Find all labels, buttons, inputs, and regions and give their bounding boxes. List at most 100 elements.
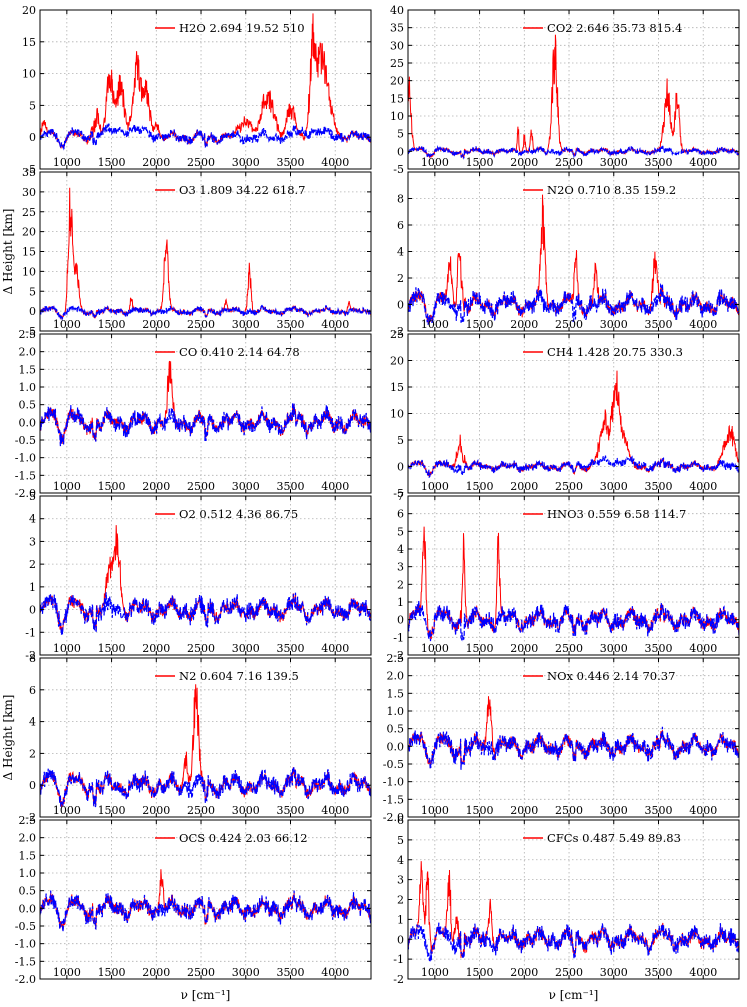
x-tick-label: 4000 <box>689 966 717 979</box>
y-tick-label: 6 <box>29 684 36 697</box>
x-tick-label: 3500 <box>276 156 304 169</box>
y-tick-label: 5 <box>397 128 404 141</box>
plot-frame <box>39 9 372 170</box>
y-tick-label: 0 <box>397 614 404 627</box>
x-tick-label: 1000 <box>421 804 449 817</box>
x-tick-label: 2000 <box>510 480 538 493</box>
x-tick-label: 1500 <box>466 642 494 655</box>
legend-label: CO2 2.646 35.73 815.4 <box>547 21 682 35</box>
y-tick-label: 15 <box>390 381 404 394</box>
panel-10: 1000 1500 2000 2500 3000 3500 4000 -2.0 -1.5 -1.0… <box>15 814 372 986</box>
x-tick-label: 3000 <box>232 966 260 979</box>
y-tick-label: 1.0 <box>19 867 37 880</box>
series-group <box>40 684 371 808</box>
x-tick-label: 2500 <box>187 318 215 331</box>
y-tick-label: 35 <box>22 166 36 179</box>
x-tick-label: 3500 <box>644 642 672 655</box>
y-tick-label: 0.5 <box>19 885 37 898</box>
legend-label: O2 0.512 4.36 86.75 <box>179 507 298 521</box>
y-tick-label: 6 <box>397 814 404 827</box>
series-group <box>40 13 371 151</box>
y-tick-label: 1.5 <box>387 687 405 700</box>
x-tick-label: 2500 <box>555 804 583 817</box>
red-series-line <box>408 370 739 477</box>
y-tick-label: 4 <box>29 513 36 526</box>
x-tick-label: 1500 <box>98 156 126 169</box>
x-tick-label: 1500 <box>466 156 494 169</box>
blue-series-line <box>408 282 739 325</box>
x-tick-label: 3500 <box>644 804 672 817</box>
y-tick-label: -1.5 <box>15 955 36 968</box>
legend-label: HNO3 0.559 6.58 114.7 <box>547 507 686 521</box>
series-group <box>408 34 739 160</box>
x-tick-label: 3000 <box>600 156 628 169</box>
panel-7: 1000 1500 2000 2500 3000 3500 4000 -2 -1 0 1 2 3 4 5 6 7… <box>393 490 740 662</box>
y-tick-label: -1.0 <box>15 938 36 951</box>
y-tick-label: -5 <box>25 325 36 338</box>
y-tick-label: 1 <box>29 581 36 594</box>
y-tick-label: 5 <box>29 285 36 298</box>
y-tick-label: 2 <box>29 558 36 571</box>
x-tick-label: 1000 <box>421 966 449 979</box>
y-tick-label: 25 <box>390 57 404 70</box>
y-tick-label: 25 <box>22 206 36 219</box>
y-tick-label: 0 <box>397 933 404 946</box>
x-tick-label: 2000 <box>142 318 170 331</box>
x-tick-label: 1000 <box>53 156 81 169</box>
y-tick-label: -1.5 <box>383 793 404 806</box>
y-tick-label: 2 <box>397 272 404 285</box>
x-tick-label: 3500 <box>276 480 304 493</box>
y-tick-label: 4 <box>397 246 404 259</box>
y-tick-label: 4 <box>397 854 404 867</box>
y-tick-label: 15 <box>22 246 36 259</box>
panel-4: 1000 1500 2000 2500 3000 3500 4000 -2.0 -1.5 -1.0… <box>15 328 372 500</box>
x-tick-label: 3500 <box>276 642 304 655</box>
y-tick-label: 25 <box>390 328 404 341</box>
x-tick-label: 1500 <box>466 480 494 493</box>
x-tick-label: 2500 <box>187 804 215 817</box>
x-tick-label: 2000 <box>510 318 538 331</box>
x-tick-label: 1000 <box>421 480 449 493</box>
series-group <box>408 696 739 770</box>
y-tick-label: 2.0 <box>19 346 37 359</box>
y-tick-label: 35 <box>390 22 404 35</box>
blue-series-line <box>408 922 739 964</box>
series-group <box>40 525 371 635</box>
x-tick-label: 2500 <box>187 480 215 493</box>
x-tick-label: 2000 <box>510 642 538 655</box>
blue-series-line <box>408 726 739 770</box>
y-tick-label: -1 <box>25 626 36 639</box>
red-series-line <box>408 861 739 958</box>
x-tick-label: 1500 <box>466 966 494 979</box>
series-group <box>408 194 739 325</box>
y-tick-label: 2 <box>29 747 36 760</box>
y-tick-label: 10 <box>22 68 36 81</box>
series-group <box>40 360 371 447</box>
x-tick-label: 3000 <box>232 318 260 331</box>
y-tick-label: 10 <box>390 408 404 421</box>
y-tick-label: 1 <box>397 913 404 926</box>
x-tick-label: 1000 <box>421 156 449 169</box>
y-tick-label: 5 <box>397 525 404 538</box>
y-tick-label: 2 <box>397 578 404 591</box>
series-group <box>408 526 739 642</box>
y-tick-label: 20 <box>22 4 36 17</box>
x-tick-label: 3000 <box>600 318 628 331</box>
legend-label: H2O 2.694 19.52 510 <box>179 21 305 35</box>
y-tick-label: 6 <box>397 219 404 232</box>
y-tick-label: 0 <box>29 131 36 144</box>
x-tick-label: 1000 <box>53 642 81 655</box>
x-tick-label: 2000 <box>142 642 170 655</box>
x-tick-label: 3000 <box>600 804 628 817</box>
legend-label: O3 1.809 34.22 618.7 <box>179 183 305 197</box>
x-tick-label: 4000 <box>689 156 717 169</box>
blue-series-line <box>40 592 371 635</box>
panel-3: 1000 1500 2000 2500 3000 3500 4000 -2 0 2 4 6 8 N2O 0… <box>393 171 740 338</box>
panel-9: 1000 1500 2000 2500 3000 3500 4000 -2.0 -1.5 -1.0… <box>383 652 740 824</box>
y-tick-label: 30 <box>22 186 36 199</box>
y-tick-label: 20 <box>22 226 36 239</box>
x-axis-label: ν [cm⁻¹] <box>549 988 599 1002</box>
x-tick-label: 3500 <box>276 318 304 331</box>
y-axis-label: Δ Height [km] <box>1 209 15 295</box>
y-tick-label: 10 <box>22 265 36 278</box>
